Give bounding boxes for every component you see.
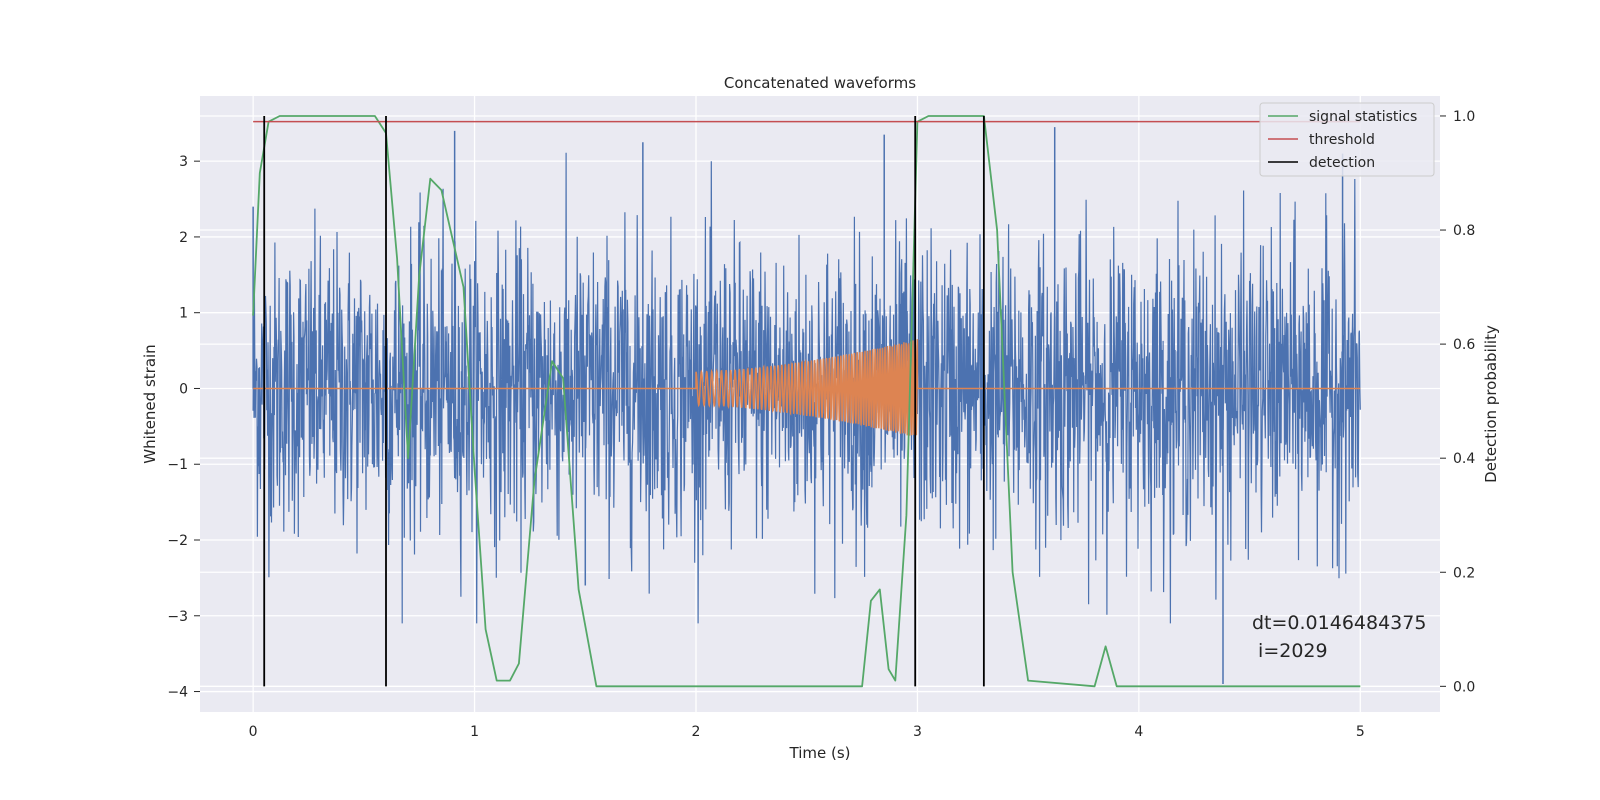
y-tick-label: 2 xyxy=(179,230,188,246)
x-axis-label: Time (s) xyxy=(789,744,851,762)
series-chirp-line xyxy=(253,339,1361,436)
chart-title: Concatenated waveforms xyxy=(724,74,916,92)
annotation-dt: dt=0.0146484375 xyxy=(1252,612,1426,634)
y2-tick-label: 0.0 xyxy=(1453,679,1475,695)
y-tick-label: 0 xyxy=(179,381,188,397)
legend-label-threshold: threshold xyxy=(1309,132,1375,148)
y-tick-label: −4 xyxy=(167,685,188,701)
legend-frame xyxy=(1259,102,1435,177)
y2-tick-label: 0.2 xyxy=(1453,565,1475,581)
x-tick-label: 3 xyxy=(913,724,922,740)
legend-label-detection: detection xyxy=(1309,155,1375,171)
annotation-i: i=2029 xyxy=(1252,640,1328,662)
y-tick-label: 1 xyxy=(179,306,188,322)
x-tick-label: 4 xyxy=(1134,724,1143,740)
x-tick-label: 1 xyxy=(470,724,479,740)
y-tick-label: −2 xyxy=(167,533,188,549)
legend: signal statistics threshold detection xyxy=(1259,102,1435,177)
y-tick-label: −3 xyxy=(167,609,188,625)
x-tick-label: 5 xyxy=(1356,724,1365,740)
y2-axis-label: Detection probability xyxy=(1482,325,1500,483)
y-tick-label: −1 xyxy=(167,457,188,473)
y2-tick-label: 0.4 xyxy=(1453,451,1475,467)
series-layer xyxy=(252,115,1361,688)
axes-layer: 0 1 2 3 4 5 −4 −3 −2 −1 0 1 2 3 0.0 0.2 0.4 0.6 0.8 1.0 xyxy=(167,109,1475,740)
y2-tick-label: 1.0 xyxy=(1453,109,1475,125)
series-signal-statistics-line xyxy=(252,115,1361,688)
legend-label-signal-statistics: signal statistics xyxy=(1309,109,1417,125)
y-tick-label: 3 xyxy=(179,154,188,170)
x-tick-label: 2 xyxy=(692,724,701,740)
y-axis-label: Whitened strain xyxy=(141,344,159,463)
y2-tick-label: 0.6 xyxy=(1453,337,1475,353)
x-tick-label: 0 xyxy=(249,724,258,740)
y2-tick-label: 0.8 xyxy=(1453,223,1475,239)
